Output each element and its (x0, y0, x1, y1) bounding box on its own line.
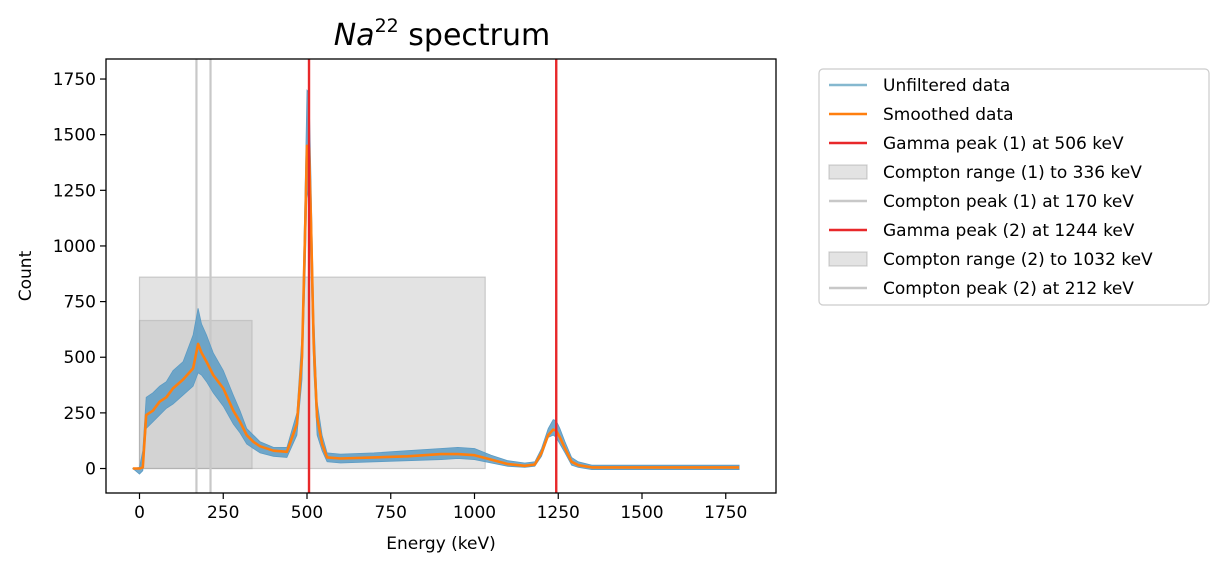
x-axis: 0 250 500 750 1000 1250 1500 1750 (134, 493, 747, 523)
chart-title: Na22 spectrum (334, 15, 551, 53)
x-tick-label: 1750 (704, 503, 747, 523)
y-axis: 0 250 500 750 1000 1250 1500 1750 (53, 70, 106, 480)
y-tick-label: 1000 (53, 237, 96, 257)
plot-area (131, 59, 740, 493)
legend-label: Compton range (2) to 1032 keV (883, 250, 1153, 270)
legend-swatch-patch (828, 164, 868, 180)
y-tick-label: 500 (64, 348, 96, 368)
title-sup: 22 (375, 15, 399, 37)
y-tick-label: 250 (64, 404, 96, 424)
legend-label: Compton peak (1) at 170 keV (883, 192, 1134, 212)
legend-box (818, 68, 1210, 306)
legend-label: Compton range (1) to 336 keV (883, 163, 1142, 183)
legend-label: Unfiltered data (883, 76, 1010, 96)
x-tick-label: 1000 (453, 503, 496, 523)
x-tick-label: 250 (207, 503, 239, 523)
legend-label: Gamma peak (1) at 506 keV (883, 134, 1124, 154)
x-tick-label: 500 (291, 503, 323, 523)
legend-label: Compton peak (2) at 212 keV (883, 279, 1134, 299)
title-base: Na (334, 18, 375, 53)
x-tick-label: 1250 (537, 503, 580, 523)
legend-label: Smoothed data (883, 105, 1014, 125)
y-tick-label: 750 (64, 293, 96, 313)
y-tick-label: 1250 (53, 181, 96, 201)
y-axis-label: Count (16, 250, 36, 301)
y-tick-label: 0 (85, 460, 96, 480)
x-tick-label: 0 (134, 503, 145, 523)
plot-frame (105, 58, 777, 494)
legend-swatch-patch (828, 251, 868, 267)
title-rest: spectrum (399, 18, 551, 53)
y-tick-label: 1750 (53, 70, 96, 90)
legend: Unfiltered data Smoothed data Gamma peak (… (818, 68, 1210, 306)
x-tick-label: 750 (375, 503, 407, 523)
x-axis-label: Energy (keV) (386, 534, 496, 554)
legend-label: Gamma peak (2) at 1244 keV (883, 221, 1135, 241)
x-tick-label: 1500 (620, 503, 663, 523)
y-tick-label: 1500 (53, 126, 96, 146)
